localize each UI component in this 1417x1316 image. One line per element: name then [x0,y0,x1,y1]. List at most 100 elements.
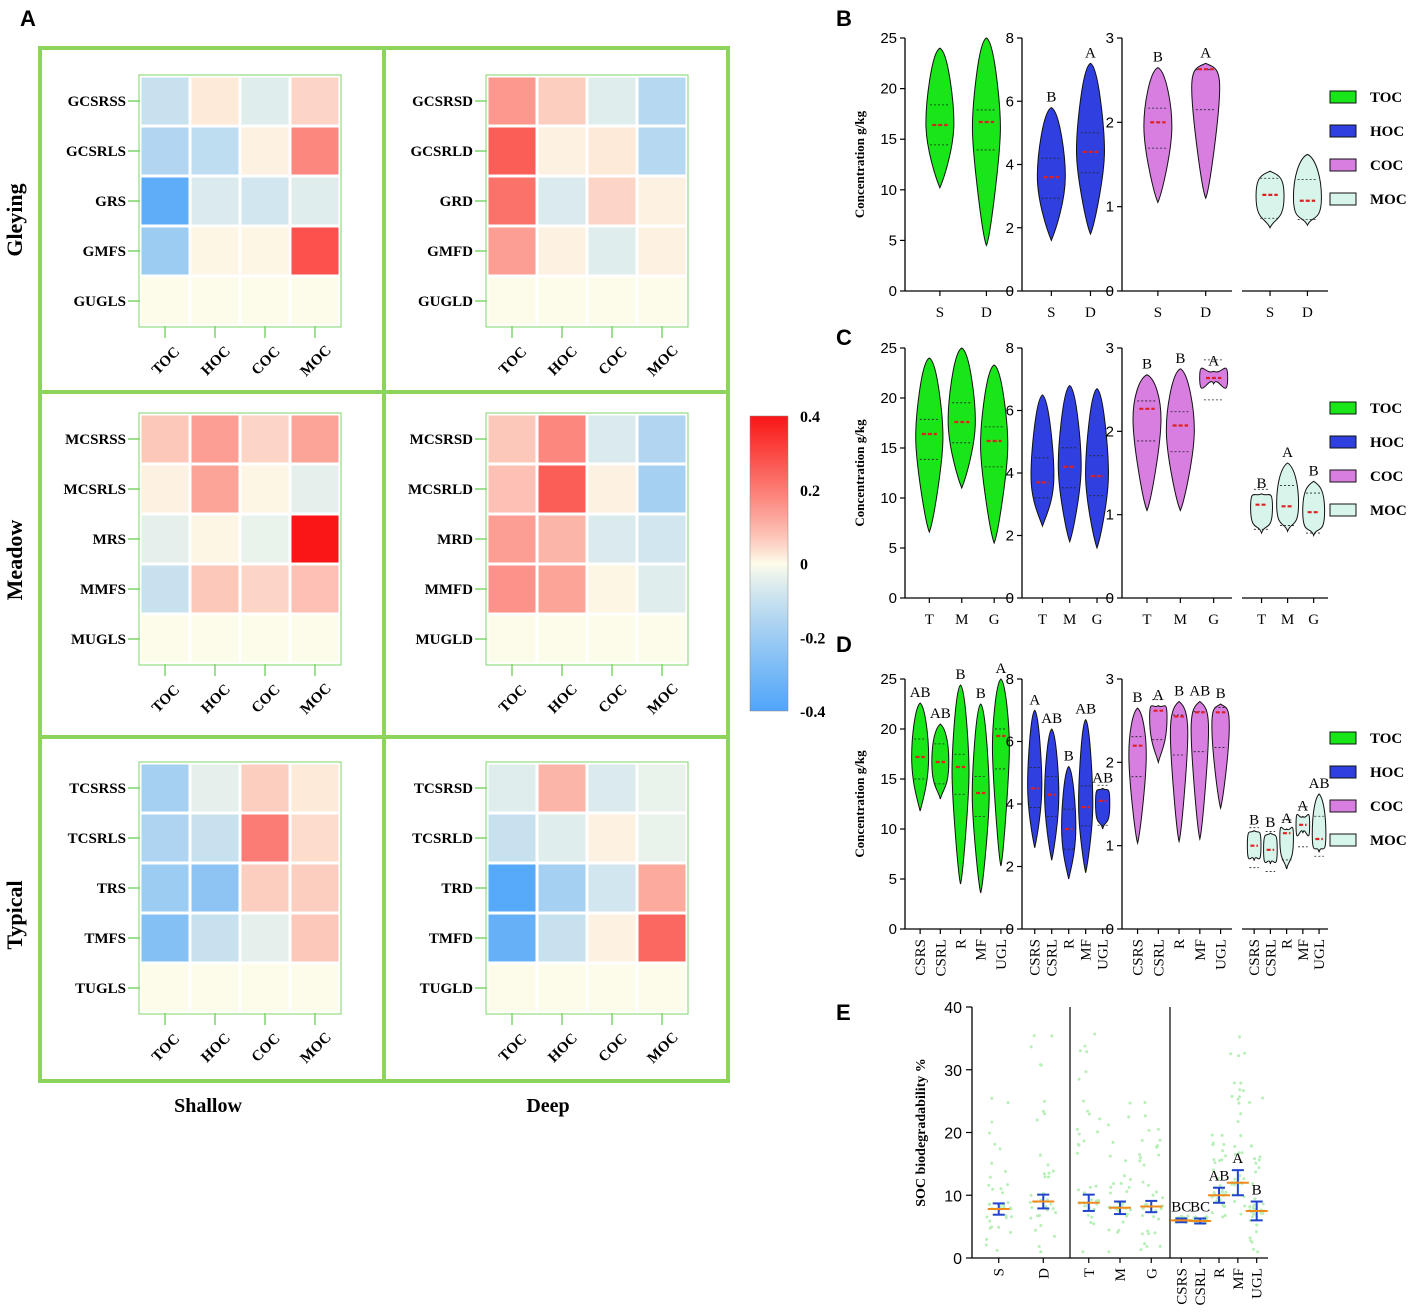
violin-significance-letter: A [995,661,1006,677]
scatter-point [1092,1222,1096,1226]
scatter-point [1002,1205,1006,1209]
scatter-x-label: R [1212,1268,1228,1278]
heatmap-cell [488,864,536,912]
violin-y-tick-label: 0 [1106,590,1114,607]
scatter-point [1085,1050,1089,1054]
colorbar-tick-label: 0.4 [800,409,820,426]
scatter-point [1086,1213,1090,1217]
scatter-point [1108,1154,1112,1158]
panel-label-d: D [836,632,852,657]
violin-toc [951,684,970,885]
violin-x-label: G [1092,612,1103,628]
scatter-point [1233,1177,1237,1181]
violin-x-label: D [1085,305,1096,321]
heatmap-col-label: HOC [545,1030,580,1065]
heatmap-cell [291,864,339,912]
violin-significance-letter: A [1085,45,1096,61]
colorbar-tick-label: -0.2 [800,630,825,647]
scatter-point [1240,1151,1244,1155]
heatmap-row-label: MMFS [80,582,126,598]
heatmap-cell [141,77,189,125]
heatmap-cell [291,177,339,225]
violin-x-label: CSRS [1028,939,1044,976]
scatter-point [1213,1161,1217,1165]
scatter-point [1233,1199,1237,1203]
scatter-point [1098,1117,1102,1121]
violin-x-label: D [1200,305,1211,321]
heatmap-cell [291,565,339,613]
heatmap-cell [638,864,686,912]
scatter-point [1038,1153,1042,1157]
scatter-point [1255,1223,1259,1227]
scatter-point [990,1225,994,1229]
heatmap-cell [141,864,189,912]
violin-hoc [1036,107,1066,242]
heatmap-cell [291,914,339,962]
violin-y-tick-label: 1 [1106,838,1114,855]
heatmap-cell [191,615,239,663]
heatmap-col-label: TOC [149,344,183,378]
violin-y-tick-label: 0 [1106,921,1114,938]
violin-x-label: UGL [994,939,1010,970]
scatter-point [1033,1228,1037,1232]
heatmap-cell [488,465,536,513]
scatter-point [1233,1183,1237,1187]
legend-swatch-hoc [1329,765,1357,779]
heatmap-col-label: MOC [298,1030,335,1067]
scatter-point [1159,1207,1163,1211]
violin-significance-letter: B [1064,749,1074,765]
scatter-point [1218,1184,1222,1188]
violin-hoc [1085,388,1109,550]
violin-toc [925,47,955,190]
scatter-point [1125,1190,1129,1194]
colorbar-tick-label: 0.2 [800,483,820,500]
heatmap-cell [141,127,189,175]
scatter-point [1241,1089,1245,1093]
scatter-point [995,1248,999,1252]
scatter-point [1029,1216,1033,1220]
heatmap-row-label: MRD [437,532,473,548]
scatter-point [1236,1097,1240,1101]
heatmap-cell [141,764,189,812]
scatter-x-label: CSRL [1193,1268,1209,1306]
heatmap-cell [538,127,586,175]
scatter-point [1252,1212,1256,1216]
heatmap-row-label: GMFS [83,244,126,260]
scatter-point [1248,1236,1252,1240]
violin-x-label: CSRL [933,939,949,977]
scatter-point [1211,1143,1215,1147]
scatter-point [1248,1205,1252,1209]
violin-y-tick-label: 15 [880,440,897,457]
scatter-point [1096,1130,1100,1134]
legend-label: COC [1370,799,1403,815]
heatmap-cell [241,764,289,812]
heatmap-row-label: GCSRSS [68,94,126,110]
scatter-point [1238,1088,1242,1092]
violin-x-label: S [1266,305,1274,321]
violin-x-label: S [936,305,944,321]
scatter-point [1090,1215,1094,1219]
violin-x-label: T [1257,612,1266,628]
heatmap-cell [538,814,586,862]
scatter-point [1143,1242,1147,1246]
legend-label: TOC [1370,731,1402,747]
heatmap-cell [488,127,536,175]
violin-coc [1191,62,1221,200]
violin-significance-letter: A [1200,45,1211,61]
heatmap-depth-label: Deep [526,1095,569,1117]
violin-toc [971,703,990,894]
heatmap-cell [588,127,636,175]
scatter-point [1256,1250,1260,1254]
violin-y-tick-label: 20 [880,81,897,98]
scatter-point [1004,1214,1008,1218]
heatmap-col-label: COC [596,344,631,379]
heatmap-cell [488,914,536,962]
scatter-point [1039,1224,1043,1228]
heatmap-col-label: HOC [198,1030,233,1065]
scatter-point [1083,1204,1087,1208]
violin-hoc [1027,709,1043,848]
scatter-point [1030,1205,1034,1209]
violin-significance-letter: A [1282,445,1293,461]
violin-moc [1279,826,1294,870]
